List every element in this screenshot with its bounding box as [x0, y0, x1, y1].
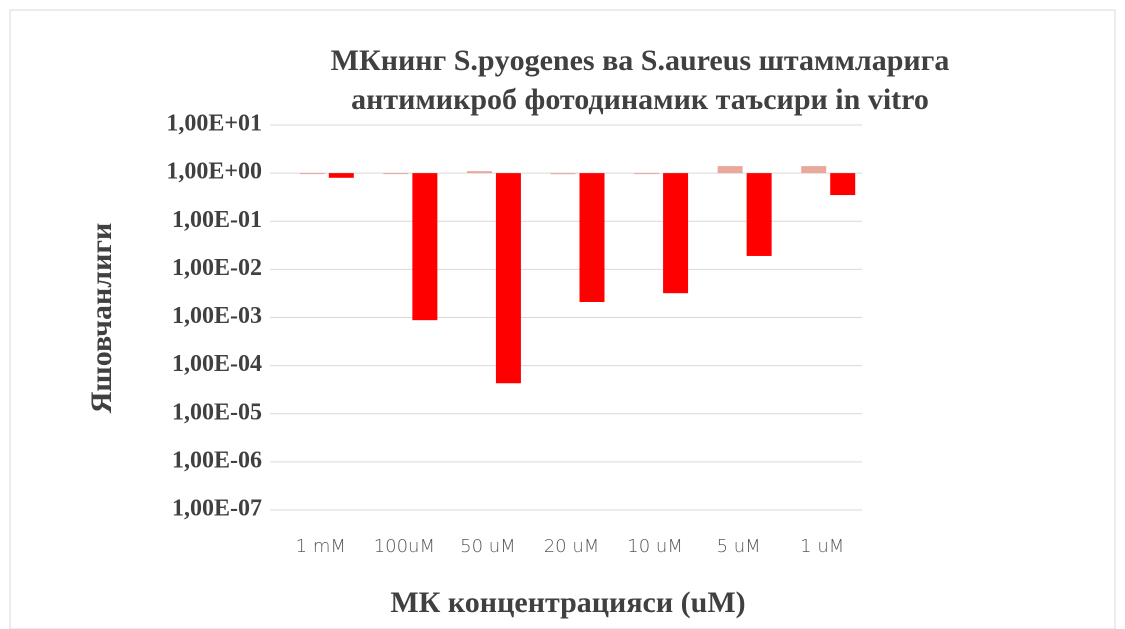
bar	[495, 173, 521, 384]
y-tick-label: 1,00E+01	[166, 111, 262, 137]
chart-border	[9, 9, 1116, 629]
x-tick-label: 50 uM	[460, 536, 516, 557]
x-tick-label: 5 uM	[717, 536, 761, 557]
bar	[634, 173, 660, 175]
chart-title: антимикроб фотодинамик таъсири in vitro	[351, 83, 929, 116]
bar	[579, 173, 605, 302]
bar	[299, 173, 325, 175]
x-axis-label: МК концентрацияси (uM)	[390, 586, 745, 619]
x-tick-label: 10 uM	[627, 536, 683, 557]
y-tick-label: 1,00E-05	[172, 399, 262, 425]
y-tick-label: 1,00E-04	[172, 351, 262, 377]
bar	[328, 173, 354, 178]
bar	[550, 173, 576, 175]
bar	[830, 173, 856, 196]
y-tick-label: 1,00E-06	[172, 447, 262, 473]
bar	[746, 173, 772, 256]
y-tick-label: 1,00E-02	[172, 255, 262, 281]
y-axis-label: Яшовчанлиги	[85, 223, 118, 414]
y-tick-label: 1,00E-01	[172, 207, 262, 233]
bar	[412, 173, 438, 321]
x-tick-label: 100uM	[374, 536, 435, 557]
bar	[801, 166, 827, 174]
x-tick-label: 1 uM	[800, 536, 844, 557]
bar	[383, 173, 409, 175]
bar	[663, 173, 689, 294]
bar	[466, 171, 492, 174]
y-tick-label: 1,00E-03	[172, 303, 262, 329]
x-tick-label: 20 uM	[544, 536, 600, 557]
y-tick-label: 1,00E-07	[172, 496, 262, 522]
chart-title: МКнинг S.pyogenes ва S.aureus штаммлариг…	[331, 44, 950, 77]
bar	[717, 166, 743, 174]
x-tick-label: 1 mM	[296, 536, 346, 557]
y-tick-label: 1,00E+00	[166, 159, 262, 185]
